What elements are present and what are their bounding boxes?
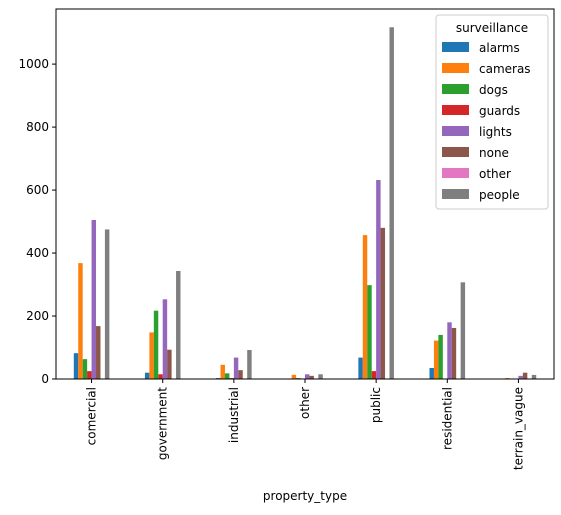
legend-swatch-people [442, 189, 469, 199]
bar-people-terrain_vague [531, 374, 537, 379]
bar-alarms-public [358, 357, 363, 379]
bar-people-comercial [104, 229, 110, 379]
bar-lights-public [376, 179, 381, 379]
bar-cameras-other [291, 374, 297, 379]
legend-swatch-lights [442, 126, 469, 136]
bar-people-residential [460, 282, 466, 379]
bar-lights-industrial [233, 357, 239, 379]
bars-layer [73, 27, 537, 379]
bar-alarms-government [144, 372, 150, 379]
legend-label-cameras: cameras [479, 62, 531, 76]
y-tick-label: 200 [26, 309, 49, 323]
legend-swatch-none [442, 147, 469, 157]
bar-guards-comercial [87, 371, 92, 379]
bar-dogs-industrial [224, 373, 230, 379]
y-tick-label: 0 [41, 372, 49, 386]
bar-lights-terrain_vague [518, 375, 523, 379]
x-tick-label: residential [440, 387, 454, 450]
x-tick-label: government [156, 387, 170, 460]
bar-none-comercial [96, 326, 101, 379]
legend-label-guards: guards [479, 104, 520, 118]
legend: surveillance alarms cameras dogs guards light… [435, 14, 549, 210]
bar-people-government [176, 270, 181, 379]
bar-cameras-residential [433, 340, 439, 379]
bar-people-industrial [247, 350, 252, 379]
bar-none-residential [451, 327, 457, 379]
x-tick-label: other [298, 387, 312, 419]
x-tick-label: comercial [85, 387, 99, 445]
legend-label-dogs: dogs [479, 83, 508, 97]
bar-alarms-comercial [73, 353, 79, 379]
plot-frame [55, 8, 555, 380]
bar-none-terrain_vague [522, 372, 528, 379]
bar-dogs-residential [438, 334, 443, 379]
bar-lights-government [162, 299, 168, 379]
y-tick-label: 1000 [18, 57, 49, 71]
bar-none-industrial [238, 370, 243, 379]
bar-dogs-public [367, 285, 372, 379]
bar-alarms-residential [429, 367, 434, 379]
legend-swatch-cameras [442, 63, 469, 73]
x-axis-label: property_type [263, 489, 347, 503]
x-tick-label: industrial [227, 387, 241, 443]
bar-lights-comercial [91, 219, 97, 379]
bar-dogs-comercial [82, 359, 88, 379]
bar-people-other [318, 374, 323, 379]
legend-label-other: other [479, 167, 511, 181]
bar-cameras-comercial [78, 263, 83, 379]
bar-cameras-government [149, 332, 154, 379]
y-axis: 0 200 400 600 800 1000 [18, 57, 56, 386]
y-tick-label: 600 [26, 183, 49, 197]
legend-title: surveillance [456, 21, 528, 35]
x-axis: comercial government industrial other public… [85, 379, 525, 470]
legend-label-people: people [479, 188, 520, 202]
y-tick-label: 400 [26, 246, 49, 260]
bar-guards-public [371, 371, 377, 379]
bar-dogs-government [153, 310, 159, 379]
bar-lights-residential [447, 322, 452, 379]
legend-swatch-guards [442, 105, 469, 115]
legend-swatch-alarms [442, 42, 469, 52]
x-tick-label: terrain_vague [511, 387, 525, 470]
legend-label-none: none [479, 146, 509, 160]
y-tick-label: 800 [26, 120, 49, 134]
bar-none-government [167, 349, 172, 379]
bar-lights-other [305, 374, 310, 379]
bar-cameras-industrial [220, 364, 225, 379]
bar-none-public [380, 227, 386, 379]
bar-guards-government [158, 374, 163, 379]
legend-label-alarms: alarms [479, 41, 520, 55]
legend-label-lights: lights [479, 125, 512, 139]
bar-none-other [309, 375, 314, 379]
legend-swatch-dogs [442, 84, 469, 94]
legend-swatch-other [442, 168, 469, 178]
bar-cameras-public [362, 235, 368, 379]
x-tick-label: public [369, 387, 383, 423]
bar-people-public [389, 27, 394, 379]
